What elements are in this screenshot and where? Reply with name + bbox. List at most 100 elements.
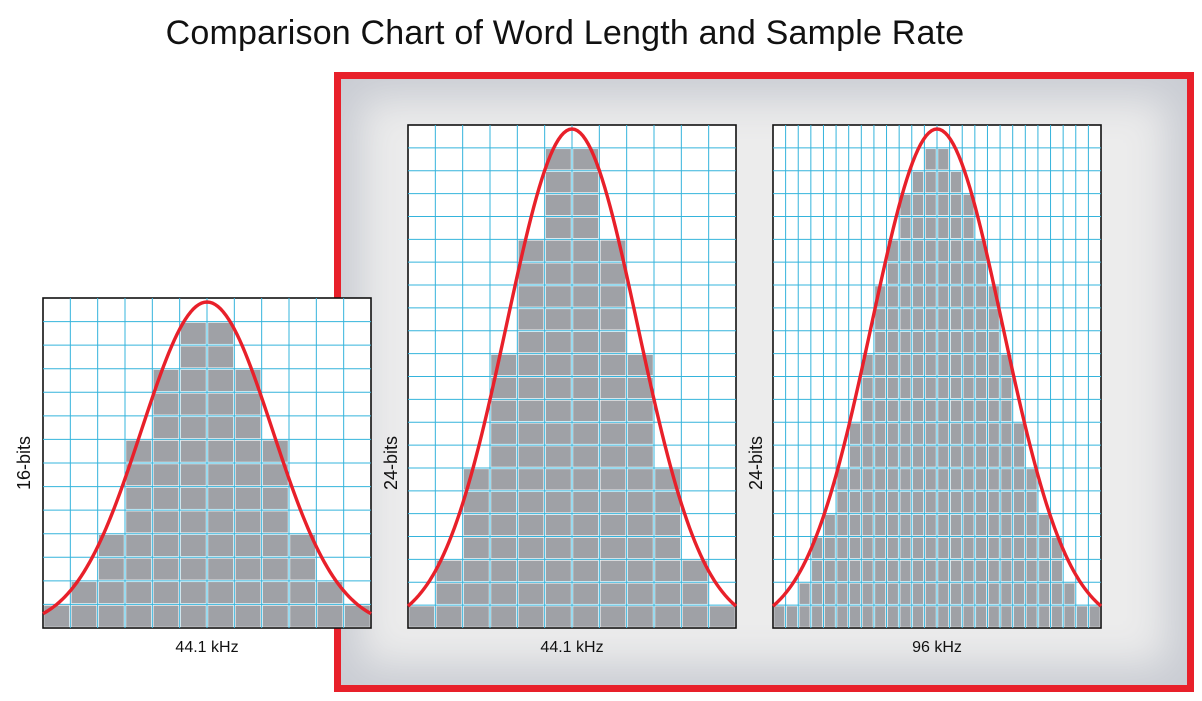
sample-cell [573, 354, 599, 376]
sample-cell [491, 537, 517, 559]
sample-cell [180, 393, 206, 415]
sample-cell [812, 537, 823, 559]
sample-cell [573, 286, 599, 307]
sample-cell [988, 492, 999, 513]
sample-cell [518, 514, 544, 536]
sample-cell [938, 583, 949, 604]
sample-cell [950, 194, 962, 216]
sample-cell [545, 309, 571, 330]
sample-cell [1013, 537, 1025, 559]
sample-cell [925, 583, 936, 604]
sample-cell [208, 582, 234, 604]
sample-cell [1001, 400, 1012, 422]
sample-cell [180, 582, 206, 604]
sample-cell [180, 534, 206, 557]
sample-rate-label: 96 kHz [912, 639, 962, 656]
sample-cell [862, 469, 873, 490]
sample-cell [875, 606, 886, 627]
sample-cell [1001, 446, 1012, 467]
sample-cell [1001, 492, 1012, 513]
sample-cell [153, 487, 179, 509]
sample-cell [518, 606, 544, 627]
sample-cell [627, 492, 653, 513]
sample-cell [518, 446, 544, 467]
sample-cell [887, 560, 898, 582]
sample-cell [963, 240, 974, 261]
sample-cell [862, 446, 873, 467]
sample-cell [1001, 377, 1012, 399]
sample-cell [1051, 583, 1062, 604]
sample-cell [862, 583, 873, 604]
sample-cell [837, 583, 848, 604]
sample-cell [491, 492, 517, 513]
sample-cell [963, 583, 974, 604]
sample-cell [126, 534, 152, 557]
sample-cell [912, 560, 924, 582]
sample-cell [912, 377, 924, 399]
sample-cell [925, 263, 936, 284]
sample-cell [153, 582, 179, 604]
sample-cell [862, 514, 873, 536]
sample-cell [1051, 606, 1062, 627]
sample-cell [875, 423, 886, 444]
sample-cell [925, 377, 936, 399]
sample-cell [887, 423, 898, 444]
sample-cell [824, 606, 835, 627]
sample-cell [976, 560, 987, 582]
sample-cell [518, 423, 544, 444]
sample-cell [126, 605, 152, 627]
sample-cell [180, 511, 206, 533]
sample-cell [988, 423, 999, 444]
sample-cell [208, 558, 234, 580]
sample-cell [153, 534, 179, 557]
sample-cell [98, 605, 124, 627]
sample-cell [600, 492, 626, 513]
sample-cell [545, 560, 571, 582]
sample-cell [963, 217, 974, 239]
sample-cell [976, 400, 987, 422]
sample-cell [938, 446, 949, 467]
sample-cell [208, 605, 234, 627]
sample-cell [1013, 423, 1025, 444]
sample-cell [849, 492, 861, 513]
sample-cell [938, 354, 949, 376]
sample-cell [963, 194, 974, 216]
sample-cell [491, 423, 517, 444]
sample-cell [518, 492, 544, 513]
sample-cell [655, 583, 681, 604]
sample-cell [1026, 492, 1037, 513]
sample-cell [862, 537, 873, 559]
sample-cell [655, 514, 681, 536]
sample-cell [774, 606, 785, 627]
sample-cell [1051, 560, 1062, 582]
sample-cell [976, 240, 987, 261]
sample-cell [950, 492, 962, 513]
sample-cell [600, 514, 626, 536]
sample-cell [491, 377, 517, 399]
sample-cell [573, 514, 599, 536]
sample-cell [1076, 606, 1088, 627]
sample-cell [938, 537, 949, 559]
sample-cell [518, 560, 544, 582]
sample-cell [963, 537, 974, 559]
sample-cell [1026, 469, 1037, 490]
sample-cell [912, 537, 924, 559]
sample-cell [655, 560, 681, 582]
sample-cell [812, 560, 823, 582]
sample-cell [925, 446, 936, 467]
sample-cell [938, 514, 949, 536]
sample-cell [1013, 514, 1025, 536]
sample-cell [925, 469, 936, 490]
word-length-label: 24-bits [381, 436, 401, 490]
sample-cell [887, 583, 898, 604]
sample-cell [317, 605, 343, 627]
sample-cell [887, 492, 898, 513]
sample-cell [925, 606, 936, 627]
sample-cell [963, 606, 974, 627]
sample-cell [938, 217, 949, 239]
sample-cell [153, 417, 179, 439]
sample-cell [573, 194, 599, 216]
sample-cell [938, 240, 949, 261]
sample-cell [912, 309, 924, 330]
